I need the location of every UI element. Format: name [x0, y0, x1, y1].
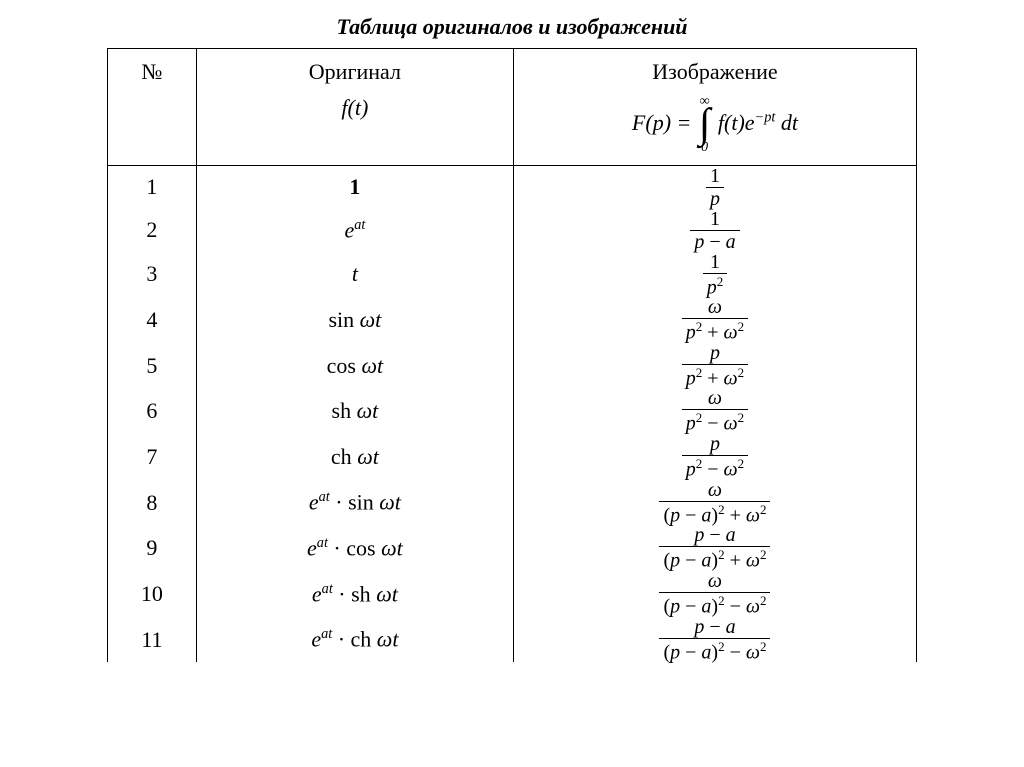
table-row: 9eat · cos ωt p − a(p − a)2 + ω2	[108, 525, 917, 571]
laplace-table: № Оригинал f(t) Изображение F(p) = ∞ ∫ 0	[107, 48, 917, 662]
table-row: 2eat 1p − a	[108, 209, 917, 252]
row-image: ωp2 + ω2	[513, 297, 916, 343]
table-row: 10eat · sh ωt ω(p − a)2 − ω2	[108, 571, 917, 617]
table-row: 7ch ωt pp2 − ω2	[108, 434, 917, 480]
table-header-row: № Оригинал f(t) Изображение F(p) = ∞ ∫ 0	[108, 49, 917, 166]
row-image: ω(p − a)2 + ω2	[513, 480, 916, 526]
fraction: ω(p − a)2 + ω2	[659, 480, 770, 526]
row-original: eat	[196, 209, 513, 252]
fraction: 1p2	[703, 252, 728, 298]
row-image: pp2 − ω2	[513, 434, 916, 480]
row-image: 1p2	[513, 252, 916, 298]
integral-icon: ∞ ∫ 0	[699, 95, 711, 155]
row-number: 3	[108, 252, 197, 298]
table-row: 3t 1p2	[108, 252, 917, 298]
fraction: pp2 − ω2	[682, 434, 748, 480]
row-number: 6	[108, 388, 197, 434]
table-row: 4sin ωt ωp2 + ω2	[108, 297, 917, 343]
row-number: 9	[108, 525, 197, 571]
header-image: Изображение F(p) = ∞ ∫ 0 f(t)e−pt dt	[513, 49, 916, 166]
fraction: pp2 + ω2	[682, 343, 748, 389]
row-number: 11	[108, 617, 197, 663]
row-original: sh ωt	[196, 388, 513, 434]
fraction: 1p − a	[690, 209, 739, 252]
table-row: 6sh ωt ωp2 − ω2	[108, 388, 917, 434]
row-original: eat · cos ωt	[196, 525, 513, 571]
row-original: ch ωt	[196, 434, 513, 480]
fraction: p − a(p − a)2 − ω2	[659, 617, 770, 663]
row-image: pp2 + ω2	[513, 343, 916, 389]
table-row: 11eat · ch ωt p − a(p − a)2 − ω2	[108, 617, 917, 663]
row-number: 5	[108, 343, 197, 389]
row-original: eat · sh ωt	[196, 571, 513, 617]
row-number: 2	[108, 209, 197, 252]
fraction: ωp2 + ω2	[682, 297, 748, 343]
header-original-sub: f(t)	[203, 95, 507, 121]
row-original: eat · ch ωt	[196, 617, 513, 663]
row-original: 1	[196, 165, 513, 209]
row-number: 7	[108, 434, 197, 480]
row-image: 1p − a	[513, 209, 916, 252]
row-original: cos ωt	[196, 343, 513, 389]
page-title: Таблица оригиналов и изображений	[0, 14, 1024, 40]
row-image: p − a(p − a)2 − ω2	[513, 617, 916, 663]
fraction: p − a(p − a)2 + ω2	[659, 525, 770, 571]
table-row: 8eat · sin ωt ω(p − a)2 + ω2	[108, 480, 917, 526]
header-number: №	[108, 49, 197, 166]
table-body: 111p2eat1p − a3t1p24sin ωtωp2 + ω25cos ω…	[108, 165, 917, 662]
header-image-label: Изображение	[652, 59, 777, 84]
row-original: eat · sin ωt	[196, 480, 513, 526]
header-original: Оригинал f(t)	[196, 49, 513, 166]
row-image: 1p	[513, 165, 916, 209]
header-number-label: №	[141, 59, 162, 84]
page: Таблица оригиналов и изображений № Ориги…	[0, 0, 1024, 662]
table-row: 11 1p	[108, 165, 917, 209]
fraction: ω(p − a)2 − ω2	[659, 571, 770, 617]
row-original: sin ωt	[196, 297, 513, 343]
header-original-label: Оригинал	[309, 59, 401, 84]
row-number: 1	[108, 165, 197, 209]
row-number: 8	[108, 480, 197, 526]
fraction: ωp2 − ω2	[682, 388, 748, 434]
row-image: ω(p − a)2 − ω2	[513, 571, 916, 617]
header-image-sub: F(p) = ∞ ∫ 0 f(t)e−pt dt	[520, 95, 910, 155]
row-original: t	[196, 252, 513, 298]
table-row: 5cos ωt pp2 + ω2	[108, 343, 917, 389]
fraction: 1p	[706, 166, 724, 209]
row-number: 4	[108, 297, 197, 343]
row-image: ωp2 − ω2	[513, 388, 916, 434]
row-image: p − a(p − a)2 + ω2	[513, 525, 916, 571]
row-number: 10	[108, 571, 197, 617]
